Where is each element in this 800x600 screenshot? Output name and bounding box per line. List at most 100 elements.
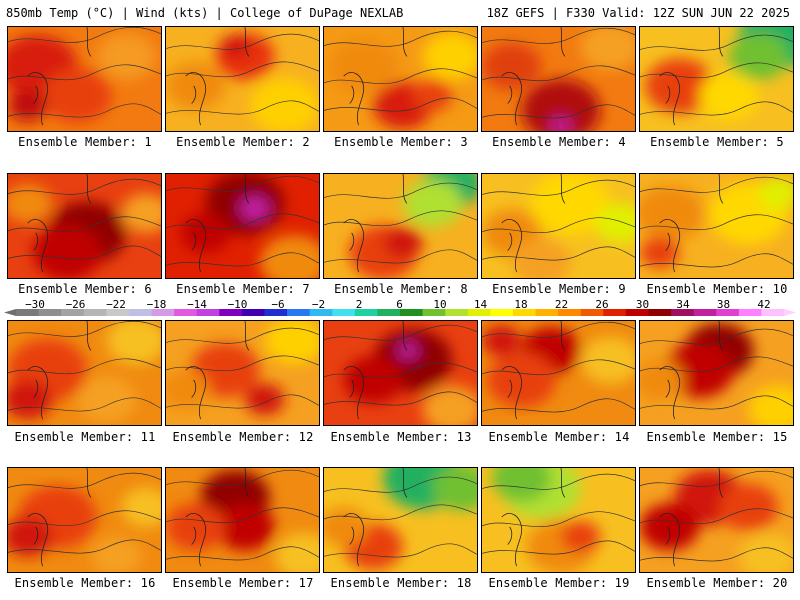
- height-contour: [166, 355, 319, 372]
- height-contour: [482, 359, 635, 376]
- ensemble-member-label: Ensemble Member: 15: [646, 430, 788, 444]
- height-contour: [640, 101, 793, 116]
- temperature-region: [8, 517, 53, 557]
- height-contour: [482, 540, 635, 555]
- coastline: [501, 27, 566, 126]
- ensemble-map-panel: [7, 320, 162, 426]
- temperature-map: [324, 174, 477, 278]
- temperature-map: [166, 174, 319, 278]
- header: 850mb Temp (°C) | Wind (kts) | College o…: [0, 0, 800, 22]
- temperature-region: [91, 536, 142, 572]
- height-contour: [482, 179, 635, 196]
- temperature-region: [758, 177, 793, 210]
- temperature-region: [249, 78, 319, 131]
- height-contour: [482, 104, 635, 119]
- ensemble-member-label: Ensemble Member: 11: [14, 430, 156, 444]
- colorbar-tick-label: 26: [595, 298, 609, 311]
- height-contour: [8, 245, 161, 260]
- temperature-region: [699, 72, 759, 120]
- temperature-region: [422, 32, 477, 80]
- temperature-region: [398, 342, 418, 359]
- temperature-region: [106, 321, 161, 365]
- temperature-region: [383, 226, 423, 259]
- coastline: [343, 321, 408, 420]
- height-contour: [324, 504, 477, 521]
- ensemble-map-panel: [481, 467, 636, 573]
- ensemble-map-panel: [323, 467, 478, 573]
- colorbar-left-arrow: [4, 309, 16, 316]
- temperature-map: [482, 321, 635, 425]
- temperature-map: [482, 174, 635, 278]
- temperature-region: [32, 225, 102, 278]
- height-contour: [8, 64, 161, 81]
- temperature-map: [324, 321, 477, 425]
- colorbar-swatch: [287, 309, 311, 316]
- height-contour: [640, 395, 793, 410]
- coastline: [27, 174, 92, 273]
- temperature-map: [324, 27, 477, 131]
- temperature-region: [595, 203, 635, 243]
- coastline: [27, 27, 92, 126]
- temperature-region: [640, 360, 685, 400]
- height-contour: [166, 100, 319, 115]
- colorbar-swatch: [332, 309, 356, 316]
- colorbar-swatch: [196, 309, 220, 316]
- temperature-map: [166, 321, 319, 425]
- colorbar-swatch: [16, 309, 40, 316]
- height-contour: [166, 546, 319, 561]
- coastline: [501, 321, 566, 420]
- temperature-region: [640, 185, 705, 241]
- temperature-region: [215, 503, 275, 551]
- ensemble-map-panel: [639, 173, 794, 279]
- ensemble-map-panel: [481, 320, 636, 426]
- height-contour: [324, 182, 477, 199]
- height-contour: [324, 97, 477, 112]
- ensemble-map-panel: [323, 26, 478, 132]
- colorbar-swatch: [151, 309, 175, 316]
- temperature-region: [274, 532, 319, 572]
- height-contour: [166, 213, 319, 230]
- colorbar-tick-label: −10: [227, 298, 248, 311]
- ensemble-member-label: Ensemble Member: 6: [18, 282, 152, 296]
- temperature-region: [412, 79, 453, 112]
- colorbar-tick-label: 30: [635, 298, 650, 311]
- colorbar-swatch: [106, 309, 130, 316]
- colorbar-swatch: [354, 309, 378, 316]
- colorbar-scale: [4, 309, 796, 316]
- ensemble-member-label: Ensemble Member: 17: [172, 576, 314, 590]
- colorbar-swatch: [128, 309, 153, 316]
- temperature-region: [121, 193, 161, 233]
- height-contour: [482, 398, 635, 413]
- temperature-region: [640, 236, 680, 269]
- ensemble-member-label: Ensemble Member: 4: [492, 135, 626, 149]
- temperature-map: [640, 27, 793, 131]
- colorbar-swatch: [603, 309, 627, 316]
- height-contour: [324, 68, 477, 85]
- temperature-region: [560, 520, 601, 553]
- temperature-region: [240, 196, 270, 221]
- temperature-map: [8, 27, 161, 131]
- temperature-region: [482, 42, 542, 90]
- height-contour: [324, 210, 477, 227]
- ensemble-member-label: Ensemble Member: 20: [646, 576, 788, 590]
- coastline: [501, 174, 566, 273]
- colorbar-right-arrow: [784, 309, 796, 316]
- coastline: [343, 27, 408, 126]
- coastline: [343, 468, 408, 567]
- temperature-map: [166, 468, 319, 572]
- coastline: [501, 468, 566, 567]
- height-contour: [482, 473, 635, 490]
- ensemble-member-label: Ensemble Member: 19: [488, 576, 630, 590]
- colorbar-swatch: [512, 309, 537, 316]
- header-title: 850mb Temp (°C) | Wind (kts) | College o…: [6, 6, 404, 20]
- height-contour: [8, 216, 161, 233]
- temperature-map: [640, 468, 793, 572]
- coastline: [185, 174, 250, 273]
- temperature-map: [8, 321, 161, 425]
- ensemble-map-panel: [165, 26, 320, 132]
- colorbar-swatch: [309, 309, 333, 316]
- height-contour: [482, 246, 635, 261]
- colorbar-tick-label: −6: [271, 298, 285, 311]
- height-contour: [8, 103, 161, 118]
- temperature-region: [432, 468, 477, 512]
